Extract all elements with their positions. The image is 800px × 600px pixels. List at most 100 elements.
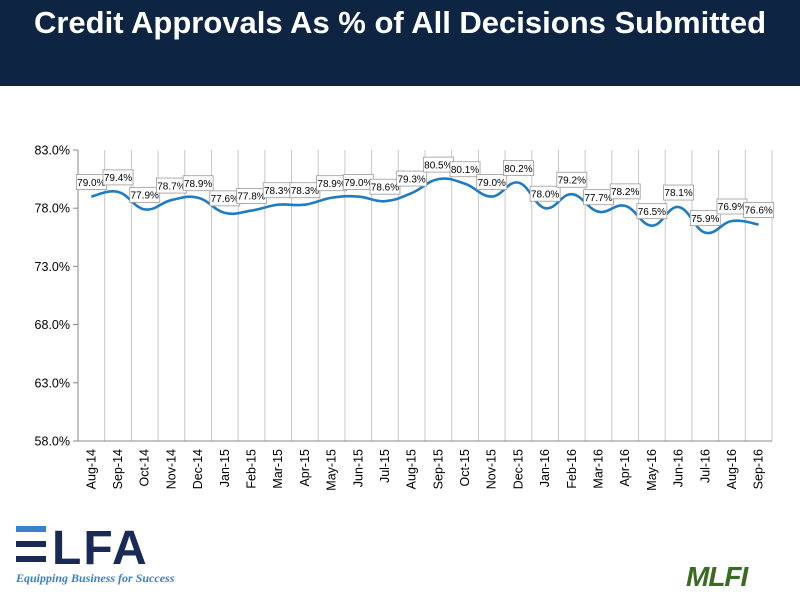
data-label-text: 78.9% bbox=[184, 179, 212, 190]
data-label-text: 80.2% bbox=[504, 164, 532, 175]
data-label-box bbox=[663, 184, 694, 201]
x-tick-label: Dec-15 bbox=[511, 449, 525, 489]
data-label-text: 75.9% bbox=[691, 214, 719, 225]
data-label-text: 79.4% bbox=[104, 173, 132, 184]
x-tick-label: Feb-15 bbox=[245, 449, 259, 489]
line-chart: 83.0% 78.0% 73.0% 68.0% 63.0% 58.0% Aug-14 Sep… bbox=[35, 144, 775, 491]
y-tick-label: 58.0% bbox=[35, 435, 70, 449]
data-label-box bbox=[476, 174, 508, 190]
x-tick-label: May-15 bbox=[325, 449, 339, 491]
elfa-logo-graphic: LFA bbox=[16, 522, 149, 570]
data-label: 78.2% bbox=[609, 183, 641, 200]
data-label-text: 77.9% bbox=[131, 191, 159, 202]
data-label: 79.0% bbox=[342, 174, 374, 190]
data-label: 78.9% bbox=[316, 175, 347, 192]
data-label: 80.1% bbox=[449, 161, 481, 178]
data-label-box bbox=[503, 160, 534, 176]
y-tick-label: 83.0% bbox=[35, 144, 70, 158]
data-label: 76.6% bbox=[743, 202, 775, 218]
x-tick-label: Jun-16 bbox=[672, 449, 686, 487]
data-label: 77.8% bbox=[236, 188, 267, 204]
title-banner: Credit Approvals As % of All Decisions S… bbox=[0, 0, 800, 86]
data-label-text: 78.0% bbox=[531, 189, 559, 200]
x-tick-label: Oct-14 bbox=[138, 449, 152, 487]
data-label-box bbox=[609, 183, 641, 200]
data-label-text: 78.3% bbox=[291, 186, 319, 197]
data-label: 80.2% bbox=[503, 160, 534, 176]
chart-axes bbox=[77, 150, 772, 442]
x-tick-label: Mar-15 bbox=[271, 449, 285, 489]
data-label: 77.6% bbox=[209, 190, 241, 207]
data-label-text: 78.6% bbox=[371, 182, 399, 193]
data-label-text: 76.6% bbox=[744, 206, 772, 217]
elfa-logo-text: LFA bbox=[52, 522, 149, 570]
x-tick-label: Nov-14 bbox=[164, 449, 178, 489]
data-label: 78.3% bbox=[262, 182, 294, 199]
data-label: 79.2% bbox=[556, 171, 588, 188]
page-title: Credit Approvals As % of All Decisions S… bbox=[33, 5, 767, 40]
data-label-box bbox=[129, 186, 161, 203]
y-tick-label: 73.0% bbox=[35, 260, 70, 274]
x-tick-label: Jul-16 bbox=[698, 449, 712, 483]
mlfi-logo: MLFI bbox=[686, 560, 786, 594]
data-label: 75.9% bbox=[689, 210, 721, 227]
x-tick-label: Jan-15 bbox=[218, 449, 232, 487]
data-label-text: 76.5% bbox=[638, 207, 666, 218]
data-label: 77.7% bbox=[583, 189, 614, 206]
data-label-text: 78.3% bbox=[264, 186, 292, 197]
data-label-box bbox=[182, 175, 214, 192]
x-tick-label: Jun-15 bbox=[351, 449, 365, 487]
x-tick-label: Jul-15 bbox=[378, 449, 392, 483]
data-label-text: 79.0% bbox=[344, 178, 372, 189]
data-label-box bbox=[556, 171, 588, 188]
data-label: 76.9% bbox=[716, 198, 748, 215]
x-tick-label: Dec-14 bbox=[191, 449, 205, 489]
data-label: 79.4% bbox=[102, 169, 134, 186]
data-label-text: 79.0% bbox=[478, 178, 506, 189]
data-label: 77.9% bbox=[129, 186, 161, 203]
data-label-box bbox=[449, 161, 481, 178]
data-label-box bbox=[689, 210, 721, 227]
data-label: 80.5% bbox=[422, 156, 454, 173]
data-label: 78.3% bbox=[289, 182, 321, 199]
elfa-tagline: Equipping Business for Success bbox=[16, 571, 175, 585]
data-label-text: 77.8% bbox=[237, 192, 265, 203]
data-labels: 79.0%79.4%77.9%78.7%78.9%77.6%77.8%78.3%… bbox=[75, 156, 775, 227]
data-label-text: 76.9% bbox=[718, 202, 746, 213]
x-tick-label: Aug-14 bbox=[84, 449, 98, 489]
elfa-logo: ELFA LFA Equipping Business for Success bbox=[14, 518, 184, 590]
data-label-text: 78.2% bbox=[611, 187, 639, 198]
data-label-box bbox=[102, 169, 134, 186]
data-label: 78.7% bbox=[156, 177, 187, 194]
data-label-text: 80.1% bbox=[451, 165, 479, 176]
data-label-box bbox=[529, 185, 561, 202]
data-label: 79.3% bbox=[396, 170, 428, 187]
data-label: 79.0% bbox=[476, 174, 508, 190]
y-tick-label: 78.0% bbox=[35, 202, 70, 216]
data-label-box bbox=[396, 170, 428, 187]
x-tick-label: Jan-16 bbox=[538, 449, 552, 487]
data-label: 78.1% bbox=[663, 184, 694, 201]
data-label-text: 80.5% bbox=[424, 160, 452, 171]
x-tick-label: Sep-16 bbox=[752, 449, 766, 489]
data-label-box bbox=[369, 178, 401, 195]
x-axis-ticks: Aug-14 Sep-14 Oct-14 Nov-14 Dec-14 Jan-15 Feb-… bbox=[84, 449, 765, 491]
x-tick-label: Aug-16 bbox=[725, 449, 739, 489]
data-label: 78.0% bbox=[529, 185, 561, 202]
y-axis-ticks: 83.0% 78.0% 73.0% 68.0% 63.0% 58.0% bbox=[35, 144, 78, 449]
x-tick-label: May-16 bbox=[645, 449, 659, 491]
data-label: 79.0% bbox=[75, 174, 107, 190]
data-label: 76.5% bbox=[636, 203, 668, 220]
data-label-text: 79.0% bbox=[77, 178, 105, 189]
x-tick-label: Oct-15 bbox=[458, 449, 472, 487]
x-tick-label: Aug-15 bbox=[405, 449, 419, 489]
x-tick-label: Sep-14 bbox=[111, 449, 125, 489]
data-label-text: 77.7% bbox=[584, 193, 612, 204]
data-label-text: 77.6% bbox=[211, 194, 239, 205]
data-label-box bbox=[636, 203, 668, 220]
data-label: 78.6% bbox=[369, 178, 401, 195]
data-label-text: 78.1% bbox=[664, 188, 692, 199]
x-tick-label: Feb-16 bbox=[565, 449, 579, 489]
data-label-text: 78.9% bbox=[317, 179, 345, 190]
x-tick-label: Apr-16 bbox=[618, 449, 632, 487]
